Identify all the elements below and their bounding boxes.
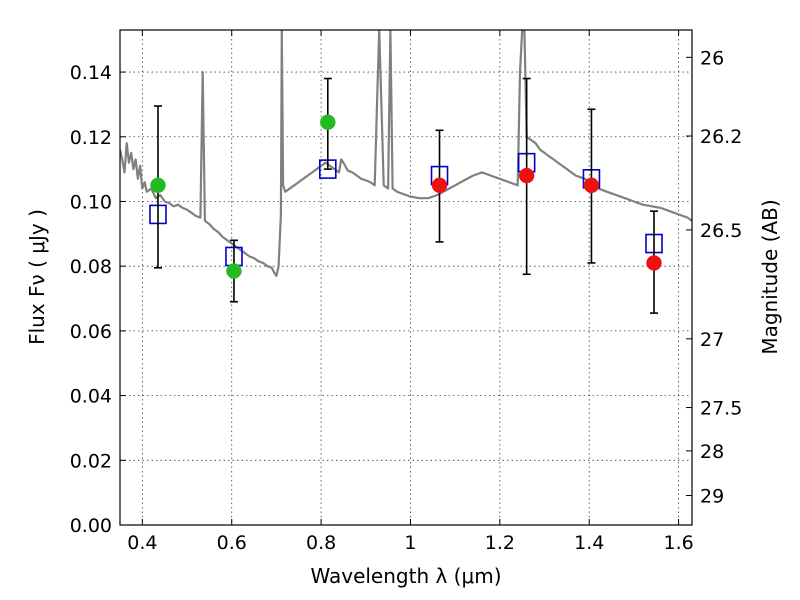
x-tick-label: 1 — [404, 532, 416, 554]
right-tick-label: 28 — [700, 441, 724, 463]
right-tick-label: 29 — [700, 485, 724, 507]
observed-flux-point — [518, 167, 535, 184]
y-tick-label: 0.14 — [70, 62, 112, 84]
x-tick-label: 0.4 — [127, 532, 157, 554]
photometry-series — [149, 77, 663, 314]
right-tick-label: 26.5 — [700, 220, 742, 242]
y-tick-label: 0.02 — [70, 450, 112, 472]
right-tick-label: 27 — [700, 329, 724, 351]
observed-flux-point — [583, 177, 600, 194]
right-tick-label: 27.5 — [700, 398, 742, 420]
y-tick-label: 0.12 — [70, 127, 112, 149]
y-tick-label: 0.00 — [70, 515, 112, 537]
y-tick-label: 0.08 — [70, 256, 112, 278]
y-tick-label: 0.10 — [70, 191, 112, 213]
grid — [120, 30, 692, 526]
observed-flux-point — [320, 114, 336, 130]
observed-flux-point — [150, 177, 166, 194]
y-tick-label: 0.06 — [70, 321, 112, 343]
x-tick-label: 0.6 — [217, 532, 247, 554]
spectrum-series — [120, 30, 692, 277]
x-tick-label: 1.4 — [574, 532, 604, 554]
x-tick-label: 1.6 — [663, 532, 693, 554]
right-axis-label: Magnitude (AB) — [758, 199, 782, 354]
y-axis-label: Flux Fν ( μJy ) — [25, 209, 49, 345]
x-tick-label: 0.8 — [306, 532, 336, 554]
observed-flux-point — [646, 255, 662, 271]
x-axis-label: Wavelength λ (μm) — [310, 564, 501, 588]
spectrum-line — [120, 30, 692, 277]
observed-flux-point — [226, 263, 242, 279]
right-tick-label: 26.2 — [700, 126, 742, 148]
plot-frame — [119, 29, 693, 526]
right-tick-label: 26 — [700, 47, 724, 69]
observed-flux-point — [431, 177, 448, 194]
y-tick-label: 0.04 — [70, 386, 112, 408]
x-tick-label: 1.2 — [485, 532, 515, 554]
axis-ticks: 0.4 0.6 0.8 1 1.2 1.4 1.6 0.00 0.02 0.04 0.06 0.08 0… — [70, 30, 742, 554]
